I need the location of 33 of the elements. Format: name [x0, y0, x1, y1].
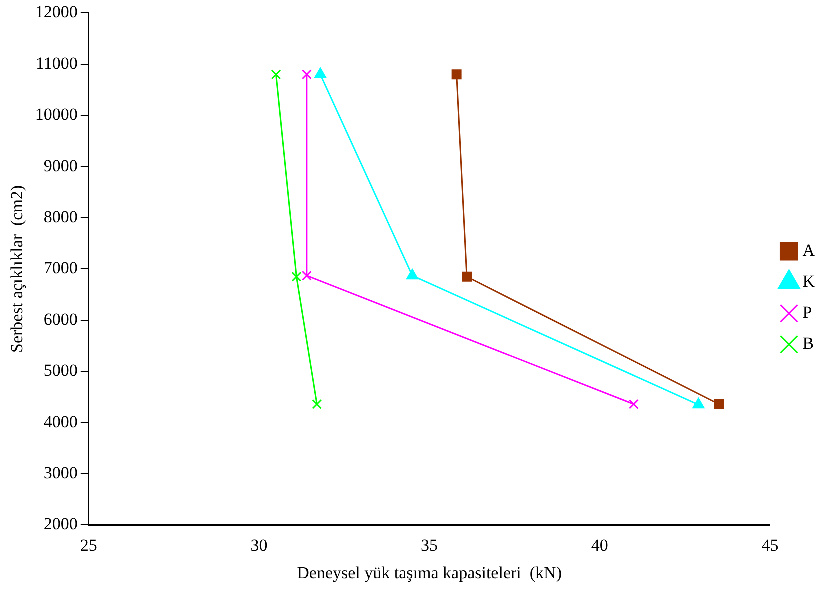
point — [406, 269, 418, 280]
point — [462, 272, 472, 282]
y-tick-label: 2000 — [44, 514, 78, 534]
x-tick-label: 35 — [421, 536, 438, 555]
y-tick-label: 8000 — [44, 207, 78, 226]
point — [714, 399, 724, 410]
legend-label: A — [802, 240, 816, 260]
point — [302, 70, 312, 80]
legend-label: B — [802, 334, 814, 353]
y-tick-label: 4000 — [44, 412, 78, 432]
point — [452, 70, 462, 80]
point — [628, 399, 639, 410]
point — [271, 70, 282, 80]
x-axis-title: Deneysel yük taşıma kapasiteleri (kN) — [297, 563, 562, 582]
x-tick-label: 45 — [762, 536, 779, 555]
legend-label: P — [802, 302, 812, 322]
point — [292, 272, 302, 282]
point — [302, 270, 312, 281]
y-tick-label: 3000 — [44, 463, 78, 482]
x-tick-label: 40 — [591, 536, 608, 555]
y-axis-title: Serbest açıklıklar (cm2) — [8, 185, 27, 353]
y-tick-label: 5000 — [44, 361, 78, 380]
y-tick-label: 9000 — [44, 156, 78, 176]
legend-label: K — [802, 272, 816, 291]
y-tick-label: 6000 — [44, 310, 78, 329]
y-tick-label: 7000 — [44, 258, 78, 278]
y-tick-label: 11000 — [36, 54, 78, 73]
x-tick-label: 25 — [80, 536, 98, 555]
y-tick-label: 10000 — [35, 105, 78, 124]
x-tick-label: 30 — [250, 536, 268, 555]
point — [312, 399, 322, 410]
y-tick-label: 12000 — [35, 2, 78, 22]
point — [692, 398, 705, 409]
